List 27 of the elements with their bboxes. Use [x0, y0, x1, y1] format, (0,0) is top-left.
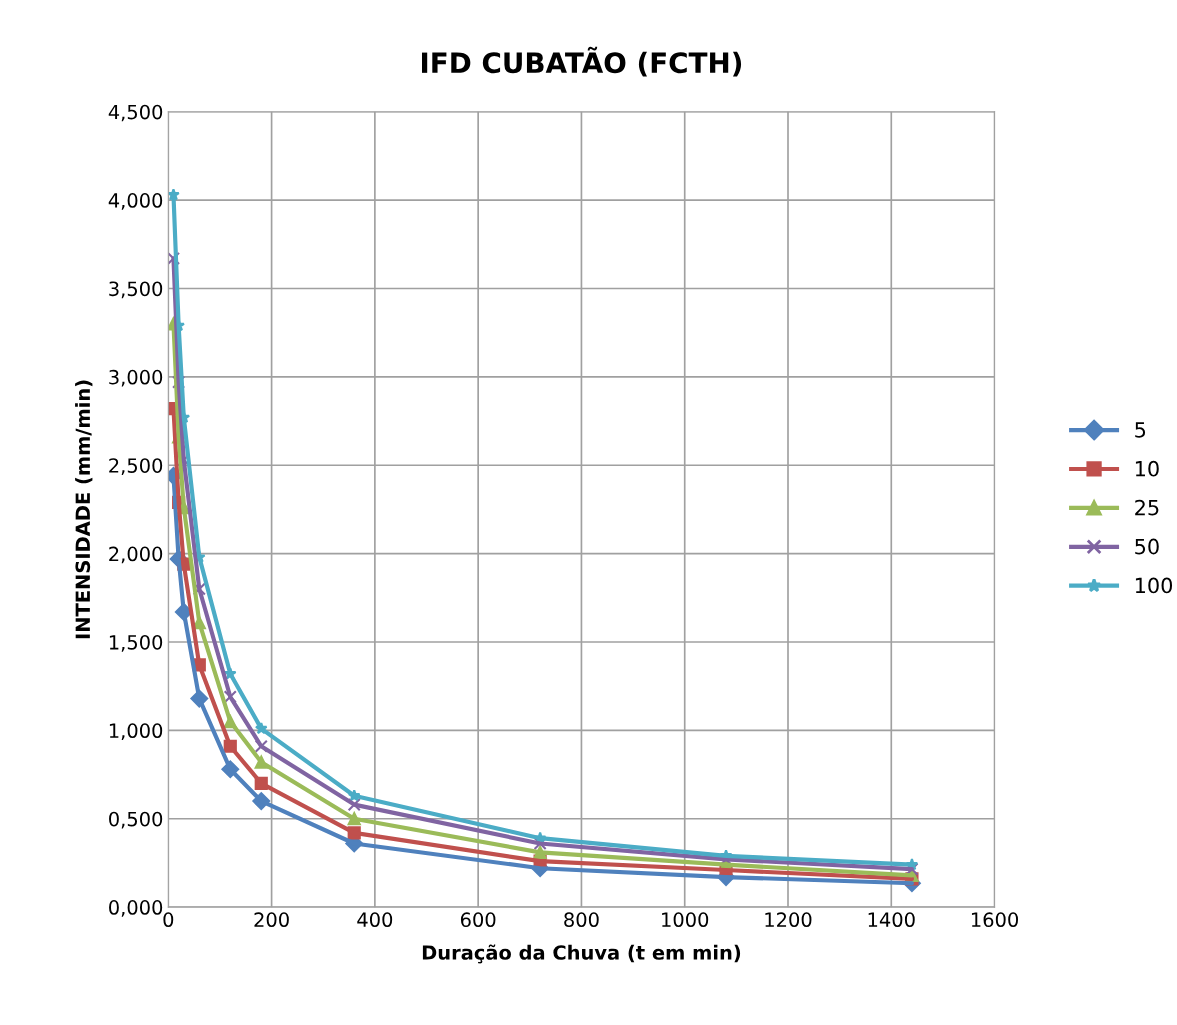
y-tick-label: 3,500	[109, 281, 163, 299]
x-tick-label: 0	[163, 912, 174, 928]
y-tick-label: 1,500	[109, 634, 163, 652]
x-tick-label: 1000	[662, 912, 709, 928]
x-tick-label: 400	[357, 912, 393, 928]
x-axis-title: Duração da Chuva (t em min)	[422, 944, 741, 964]
x-tick-label: 800	[564, 912, 599, 928]
x-tick-label: 600	[460, 912, 496, 928]
y-tick-label: 2,000	[109, 546, 163, 564]
y-tick-label: 3,000	[109, 369, 163, 387]
legend-label: 50	[1135, 538, 1159, 555]
y-tick-label: 2,500	[109, 458, 163, 475]
y-tick-label: 1,000	[109, 723, 163, 741]
chart-title: IFD CUBATÃO (FCTH)	[421, 46, 742, 77]
legend-label: 25	[1135, 499, 1159, 516]
legend-label: 5	[1135, 422, 1146, 438]
legend-label: 10	[1135, 460, 1159, 477]
y-tick-label: 0,500	[109, 811, 163, 829]
x-tick-label: 200	[254, 912, 289, 928]
y-tick-label: 4,500	[108, 104, 163, 122]
x-tick-label: 1400	[868, 912, 915, 928]
y-axis-title: INTENSIDADE (mm/min)	[75, 380, 93, 639]
y-tick-label: 0,000	[109, 900, 163, 917]
y-tick-label: 4,000	[108, 193, 163, 210]
x-tick-label: 1600	[971, 912, 1019, 928]
x-tick-label: 1200	[765, 912, 812, 928]
legend-label: 100	[1135, 577, 1173, 594]
